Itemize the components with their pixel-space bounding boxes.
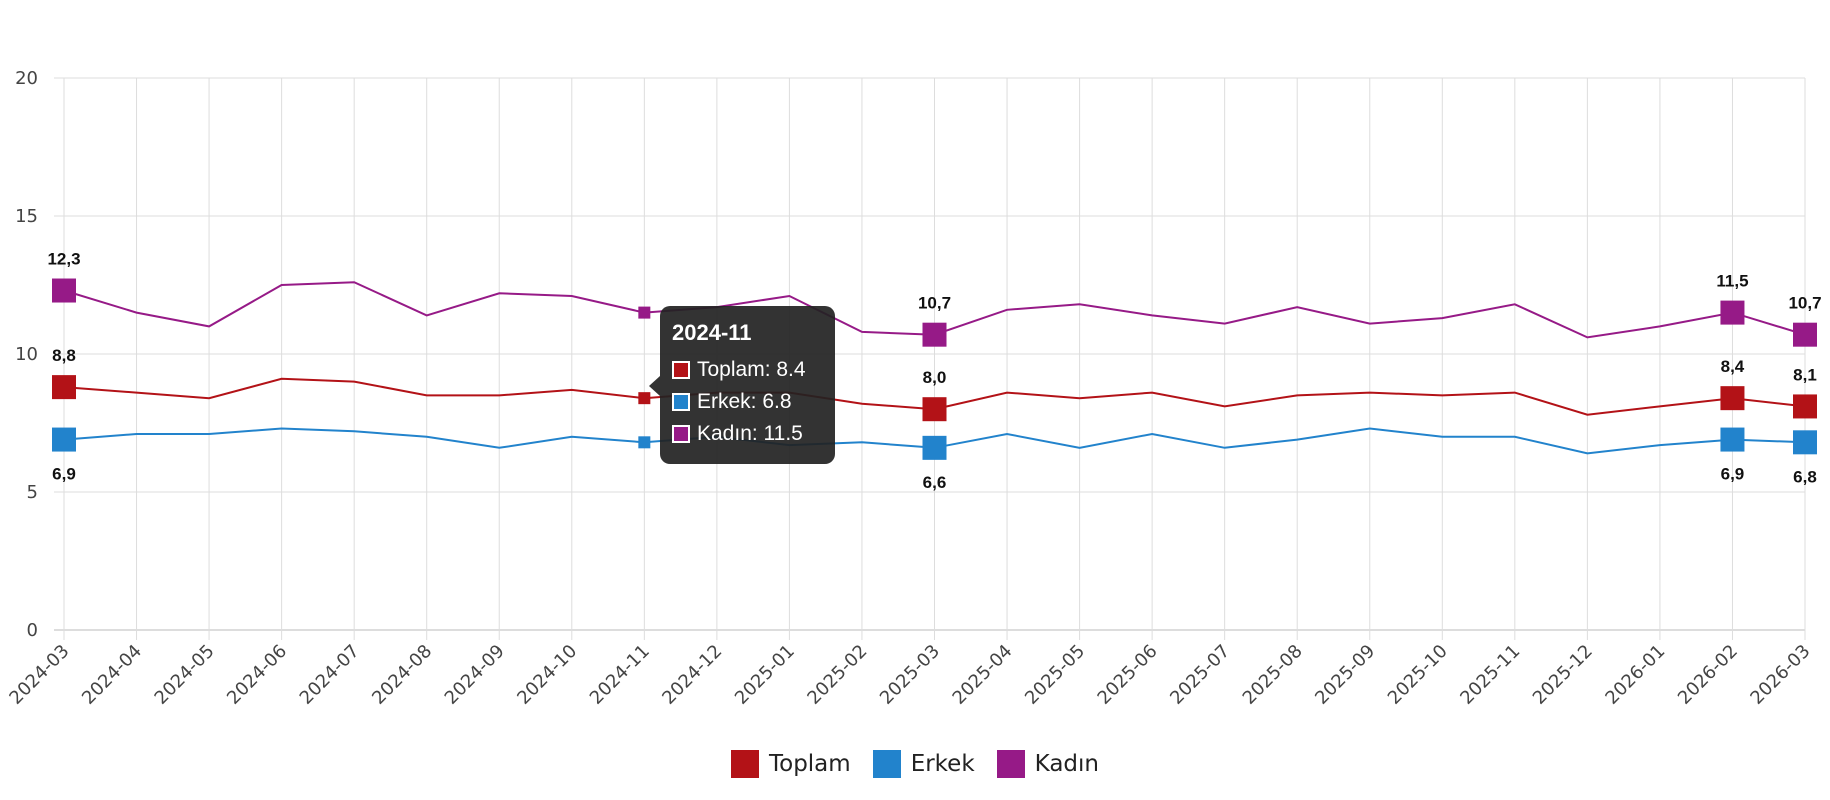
marker-kadın-2026-02 <box>1720 300 1745 325</box>
marker-toplam-2025-03 <box>922 397 947 422</box>
data-label-kadın-2024-03: 12,3 <box>47 250 80 269</box>
tooltip-swatch-kadin <box>672 425 690 443</box>
x-tick-label-2025-11: 2025-11 <box>1456 641 1524 709</box>
y-tick-label-0: 0 <box>27 620 38 641</box>
legend-label-toplam: Toplam <box>768 751 851 777</box>
x-tick-label-2024-12: 2024-12 <box>658 641 726 709</box>
x-tick-label-2025-06: 2025-06 <box>1094 641 1162 709</box>
data-label-toplam-2026-02: 8,4 <box>1721 357 1745 376</box>
data-label-erkek-2024-03: 6,9 <box>52 465 76 484</box>
x-tick-label-2025-03: 2025-03 <box>876 641 944 709</box>
data-label-kadın-2026-02: 11,5 <box>1716 272 1748 291</box>
data-label-kadın-2026-03: 10,7 <box>1788 294 1821 313</box>
legend-item-toplam[interactable]: Toplam <box>730 750 851 778</box>
tooltip-row-erkek: Erkek: 6.8 <box>672 390 823 414</box>
legend-swatch-kadin <box>996 750 1025 778</box>
tooltip-row-kadin: Kadın: 11.5 <box>672 422 823 446</box>
x-tick-label-2026-02: 2026-02 <box>1674 641 1742 709</box>
x-tick-label-2026-01: 2026-01 <box>1601 641 1669 709</box>
legend-item-erkek[interactable]: Erkek <box>872 750 975 778</box>
tooltip: 2024-11 Toplam: 8.4 Erkek: 6.8 Kadın: 11… <box>649 306 835 464</box>
x-tick-label-2024-07: 2024-07 <box>296 641 364 709</box>
x-tick-label-2024-08: 2024-08 <box>368 641 436 709</box>
x-tick-label-2025-08: 2025-08 <box>1239 641 1307 709</box>
y-tick-label-20: 20 <box>15 68 38 89</box>
x-tick-label-2025-07: 2025-07 <box>1166 641 1234 709</box>
marker-kadın-2024-11 <box>638 306 651 319</box>
legend-swatch-toplam <box>730 750 759 778</box>
marker-erkek-2025-03 <box>922 435 947 460</box>
x-tick-label-2024-11: 2024-11 <box>586 641 654 709</box>
legend-label-kadin: Kadın <box>1034 751 1099 777</box>
data-label-erkek-2026-02: 6,9 <box>1721 465 1745 484</box>
x-tick-label-2025-04: 2025-04 <box>949 641 1017 709</box>
x-tick-label-2024-05: 2024-05 <box>151 641 219 709</box>
marker-erkek-2026-02 <box>1720 427 1745 452</box>
marker-toplam-2026-03 <box>1793 394 1817 419</box>
x-tick-label-2024-09: 2024-09 <box>441 641 509 709</box>
x-tick-label-2025-01: 2025-01 <box>731 641 799 709</box>
data-label-toplam-2025-03: 8,0 <box>923 368 947 387</box>
x-tick-label-2025-02: 2025-02 <box>803 641 871 709</box>
y-tick-label-15: 15 <box>15 206 38 227</box>
legend: Toplam Erkek Kadın <box>0 750 1830 778</box>
marker-erkek-2026-03 <box>1793 430 1817 455</box>
tooltip-label-toplam: Toplam: 8.4 <box>697 358 806 381</box>
marker-erkek-2024-03 <box>52 427 76 452</box>
x-tick-label-2025-05: 2025-05 <box>1021 641 1089 709</box>
legend-swatch-erkek <box>872 750 901 778</box>
tooltip-swatch-toplam <box>672 361 690 379</box>
tooltip-label-kadin: Kadın: 11.5 <box>697 422 803 445</box>
x-tick-label-2024-03: 2024-03 <box>5 641 73 709</box>
legend-label-erkek: Erkek <box>910 751 975 777</box>
marker-toplam-2026-02 <box>1720 386 1745 411</box>
x-tick-label-2024-06: 2024-06 <box>223 641 291 709</box>
y-tick-label-10: 10 <box>15 344 38 365</box>
tooltip-swatch-erkek <box>672 393 690 411</box>
data-label-kadın-2025-03: 10,7 <box>918 294 951 313</box>
legend-item-kadin[interactable]: Kadın <box>996 750 1099 778</box>
x-tick-label-2024-04: 2024-04 <box>78 641 146 709</box>
x-tick-label-2026-03: 2026-03 <box>1746 641 1814 709</box>
tooltip-title: 2024-11 <box>672 320 752 345</box>
tooltip-row-toplam: Toplam: 8.4 <box>672 358 823 382</box>
data-label-erkek-2025-03: 6,6 <box>923 473 947 492</box>
x-tick-label-2025-12: 2025-12 <box>1529 641 1597 709</box>
x-tick-label-2025-10: 2025-10 <box>1384 641 1452 709</box>
marker-toplam-2024-11 <box>638 392 651 405</box>
marker-kadın-2026-03 <box>1793 322 1817 347</box>
marker-erkek-2024-11 <box>638 436 651 449</box>
marker-kadın-2025-03 <box>922 322 947 347</box>
marker-toplam-2024-03 <box>52 375 76 400</box>
x-tick-label-2025-09: 2025-09 <box>1311 641 1379 709</box>
data-label-toplam-2024-03: 8,8 <box>52 346 76 365</box>
x-tick-label-2024-10: 2024-10 <box>513 641 581 709</box>
tooltip-label-erkek: Erkek: 6.8 <box>697 390 792 413</box>
marker-kadın-2024-03 <box>52 278 76 303</box>
data-label-toplam-2026-03: 8,1 <box>1793 365 1817 384</box>
data-label-erkek-2026-03: 6,8 <box>1793 467 1817 486</box>
y-tick-label-5: 5 <box>27 482 38 503</box>
